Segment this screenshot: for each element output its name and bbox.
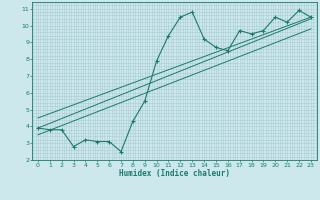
X-axis label: Humidex (Indice chaleur): Humidex (Indice chaleur) [119, 169, 230, 178]
